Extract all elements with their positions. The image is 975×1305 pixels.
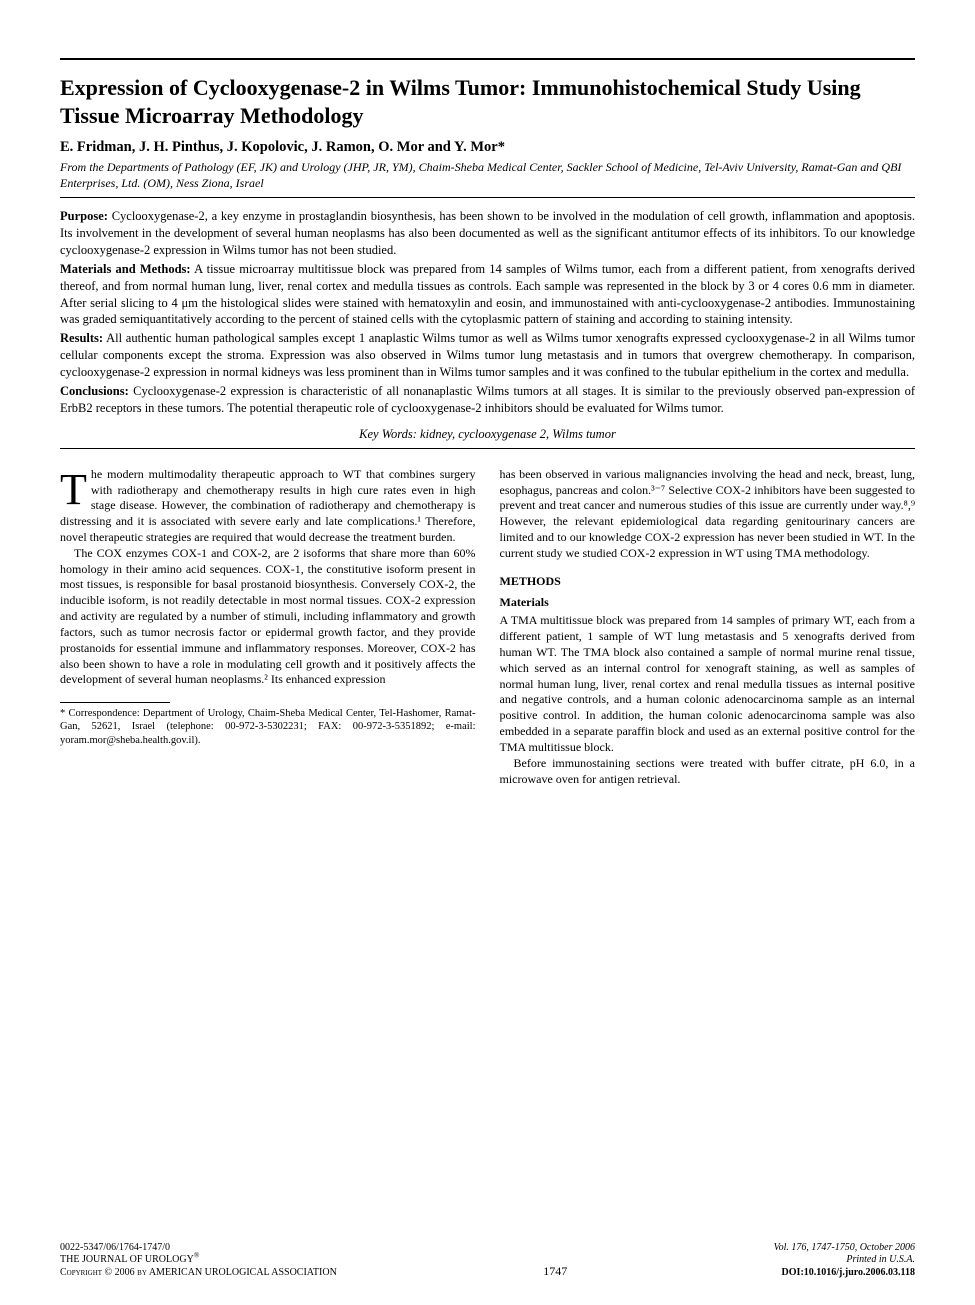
column-left: The modern multimodality therapeutic app… — [60, 467, 476, 788]
materials-heading: Materials — [500, 595, 916, 611]
footer-vol: Vol. 176, 1747-1750, October 2006 — [774, 1242, 915, 1255]
body-columns: The modern multimodality therapeutic app… — [60, 467, 915, 788]
footer-journal: THE JOURNAL OF UROLOGY® — [60, 1254, 337, 1267]
footer-page-number: 1747 — [543, 1264, 567, 1279]
conclusions-text: Cyclooxygenase-2 expression is character… — [60, 384, 915, 415]
body-para-5: Before immunostaining sections were trea… — [500, 756, 916, 788]
methods-label: Materials and Methods: — [60, 262, 191, 276]
results-label: Results: — [60, 331, 103, 345]
rule-after-keywords — [60, 448, 915, 449]
page-footer: 0022-5347/06/1764-1747/0 THE JOURNAL OF … — [60, 1242, 915, 1280]
footer-right: Vol. 176, 1747-1750, October 2006 Printe… — [774, 1242, 915, 1280]
abstract-methods: Materials and Methods: A tissue microarr… — [60, 261, 915, 329]
article-title: Expression of Cyclooxygenase-2 in Wilms … — [60, 74, 915, 129]
results-text: All authentic human pathological samples… — [60, 331, 915, 379]
footer-doi: DOI:10.1016/j.juro.2006.03.118 — [774, 1267, 915, 1280]
body-para-1-text: he modern multimodality therapeutic appr… — [60, 467, 476, 544]
body-para-4: A TMA multitissue block was prepared fro… — [500, 613, 916, 755]
rule-after-affiliation — [60, 197, 915, 198]
affiliation-line: From the Departments of Pathology (EF, J… — [60, 160, 915, 191]
authors-line: E. Fridman, J. H. Pinthus, J. Kopolovic,… — [60, 139, 915, 156]
conclusions-label: Conclusions: — [60, 384, 129, 398]
purpose-label: Purpose: — [60, 209, 108, 223]
keywords-line: Key Words: kidney, cyclooxygenase 2, Wil… — [60, 427, 915, 442]
footer-left: 0022-5347/06/1764-1747/0 THE JOURNAL OF … — [60, 1242, 337, 1280]
footer-copyright: Copyright © 2006 by AMERICAN UROLOGICAL … — [60, 1267, 337, 1280]
body-para-3: has been observed in various malignancie… — [500, 467, 916, 562]
abstract-conclusions: Conclusions: Cyclooxygenase-2 expression… — [60, 383, 915, 417]
methods-heading: METHODS — [500, 574, 916, 590]
body-para-2: The COX enzymes COX-1 and COX-2, are 2 i… — [60, 546, 476, 688]
top-rule — [60, 58, 915, 60]
abstract-results: Results: All authentic human pathologica… — [60, 330, 915, 381]
correspondence-footnote: * Correspondence: Department of Urology,… — [60, 707, 476, 746]
purpose-text: Cyclooxygenase-2, a key enzyme in prosta… — [60, 209, 915, 257]
body-para-1: The modern multimodality therapeutic app… — [60, 467, 476, 546]
abstract-block: Purpose: Cyclooxygenase-2, a key enzyme … — [60, 208, 915, 417]
dropcap: T — [60, 467, 91, 508]
footer-printed: Printed in U.S.A. — [774, 1254, 915, 1267]
column-right: has been observed in various malignancie… — [500, 467, 916, 788]
footnote-separator — [60, 702, 170, 703]
abstract-purpose: Purpose: Cyclooxygenase-2, a key enzyme … — [60, 208, 915, 259]
